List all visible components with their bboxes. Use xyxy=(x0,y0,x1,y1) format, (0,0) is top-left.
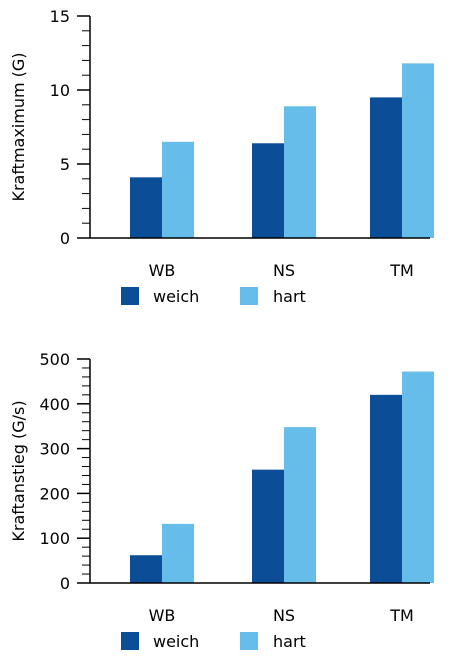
bar-hart-ns xyxy=(284,427,316,583)
y-axis-title: Kraftanstieg (G/s) xyxy=(9,400,28,541)
y-axis-title: Kraftmaximum (G) xyxy=(9,52,28,201)
x-tick-label: NS xyxy=(273,261,295,280)
y-tick-label: 300 xyxy=(39,440,70,459)
chart-kraftmaximum: 0 5 10 15 WB NS TM Kraftmaximum (G) weich hart xyxy=(9,7,434,306)
y-tick-label: 100 xyxy=(39,529,70,548)
chart-kraftanstieg: 0 100 200 300 400 500 WB NS TM Kraftanstieg (G/s)… xyxy=(9,350,434,651)
bar-weich-tm xyxy=(370,97,402,239)
legend-label-weich: weich xyxy=(153,632,199,651)
legend-swatch-weich xyxy=(121,287,139,305)
bar-hart-ns xyxy=(284,106,316,238)
x-tick-label: TM xyxy=(389,261,414,280)
legend-label-hart: hart xyxy=(273,632,306,651)
y-tick-label: 200 xyxy=(39,484,70,503)
y-tick-label: 5 xyxy=(60,155,70,174)
y-tick-label: 0 xyxy=(60,229,70,248)
legend-swatch-weich xyxy=(121,632,139,650)
legend-label-hart: hart xyxy=(273,287,306,306)
y-tick-label: 0 xyxy=(60,574,70,593)
x-tick-label: TM xyxy=(389,606,414,625)
legend-label-weich: weich xyxy=(153,287,199,306)
bar-weich-wb xyxy=(130,555,162,583)
bar-weich-ns xyxy=(252,469,284,583)
y-tick-label: 15 xyxy=(50,7,70,26)
bar-hart-tm xyxy=(402,63,434,238)
x-tick-label: WB xyxy=(149,261,176,280)
x-tick-label: NS xyxy=(273,606,295,625)
bar-weich-tm xyxy=(370,394,402,583)
legend-swatch-hart xyxy=(240,287,258,305)
y-tick-label: 500 xyxy=(39,350,70,369)
y-tick-label: 400 xyxy=(39,395,70,414)
bar-hart-tm xyxy=(402,371,434,583)
legend-swatch-hart xyxy=(240,632,258,650)
bar-hart-wb xyxy=(162,523,194,583)
bar-weich-ns xyxy=(252,143,284,238)
bar-hart-wb xyxy=(162,141,194,238)
y-tick-label: 10 xyxy=(50,81,70,100)
x-tick-label: WB xyxy=(149,606,176,625)
bar-weich-wb xyxy=(130,177,162,238)
